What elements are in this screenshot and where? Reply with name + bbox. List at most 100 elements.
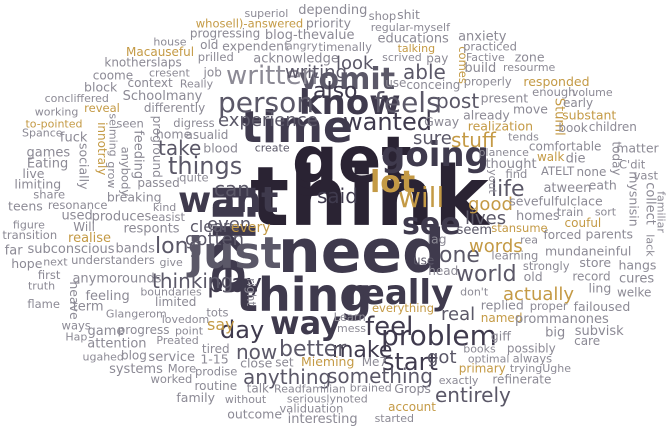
cloud-word-make: make	[332, 338, 392, 363]
cloud-word-educations: educations	[378, 32, 450, 47]
cloud-word-readfamilian: Readfamilian	[274, 382, 346, 395]
cloud-word-point: point	[175, 324, 204, 337]
cloud-word-day: day	[220, 316, 264, 344]
cloud-word-spance: Spance	[22, 127, 63, 140]
cloud-word-lovedom: lovedom	[162, 313, 210, 326]
cloud-word-possibly: possibly	[507, 341, 556, 355]
cloud-word-truth: truth	[28, 279, 55, 292]
cloud-word-need: need	[278, 217, 445, 287]
cloud-word-seem: seem	[457, 223, 492, 238]
cloud-word-got: got	[427, 347, 457, 368]
cloud-word-working: working	[35, 106, 79, 119]
cloud-word-anxiety: anxiety	[458, 30, 507, 45]
cloud-word-limiting: limiting	[14, 177, 61, 192]
cloud-word-enough: enough	[532, 85, 575, 99]
cloud-word-welke: welke	[617, 285, 651, 299]
cloud-word-volume: volume	[572, 86, 613, 99]
cloud-word-account: account	[388, 400, 436, 414]
cloud-word-use: use	[413, 253, 434, 267]
cloud-word-ways: ways	[62, 318, 91, 332]
cloud-word-find: find	[505, 167, 527, 181]
cloud-word-factive: Factive	[466, 51, 505, 64]
cloud-word-right: right	[244, 278, 258, 306]
cloud-word-started: started	[375, 412, 414, 425]
cloud-word-will: will	[398, 181, 444, 214]
cloud-word-seen: seen	[116, 116, 143, 130]
cloud-word-one: one	[439, 243, 480, 268]
cloud-word-children: children	[589, 120, 637, 134]
cloud-word-family: family	[176, 390, 215, 405]
cloud-word-figure: figure	[13, 219, 45, 232]
cloud-word-set: set	[275, 355, 294, 369]
cloud-word-exactly: exactly	[439, 374, 479, 387]
cloud-word-lot: lot	[370, 165, 415, 200]
cloud-word-don-t: don't	[460, 286, 489, 299]
cloud-word-said: said	[317, 184, 358, 208]
cloud-word-tots: tots	[206, 306, 228, 320]
cloud-word-interesting: interesting	[288, 412, 358, 427]
cloud-word-stansume: stansume	[491, 221, 547, 235]
cloud-word-today: today	[610, 141, 624, 175]
cloud-word-scrived: scrived	[382, 51, 422, 64]
cloud-word-produces: produces	[92, 210, 152, 225]
cloud-word-next: next	[43, 256, 68, 269]
cloud-word-sort: sort	[595, 205, 617, 218]
cloud-word-reveal: reveal	[84, 101, 120, 115]
cloud-word-collect: collect	[643, 182, 658, 225]
cloud-word-problem: problem	[381, 319, 497, 352]
cloud-word-primary: primary	[459, 362, 506, 376]
cloud-word-block: block	[84, 79, 118, 94]
cloud-word-book: book	[558, 121, 587, 135]
cloud-word-house: house	[153, 35, 186, 48]
cloud-word-really: Really	[180, 77, 214, 90]
cloud-word-eating: Eating	[27, 157, 68, 172]
cloud-word-lag: lag	[428, 232, 447, 247]
cloud-word-refinerate: refinerate	[492, 373, 551, 387]
cloud-word-depending: depending	[298, 3, 367, 18]
cloud-word-comfortable: comfortable	[529, 140, 602, 154]
cloud-word-actually: actually	[503, 284, 574, 305]
cloud-word-blog: blog	[121, 349, 147, 363]
cloud-word-can: can	[214, 177, 250, 201]
cloud-word-familiar: familiar	[655, 191, 668, 233]
cloud-word-feeding: feeding	[131, 130, 146, 179]
cloud-word-stuml: Stuml	[552, 98, 567, 136]
cloud-word-tends: tends	[508, 131, 539, 144]
cloud-word-innotraly: innotraly	[95, 122, 109, 175]
cloud-word-breaking: breaking	[107, 190, 162, 205]
cloud-word-1-15: 1-15	[200, 352, 228, 367]
cloud-word-substant: substant	[562, 108, 616, 123]
cloud-word-to-pointed: to-pointed	[25, 117, 82, 130]
cloud-word-macauseful: Macauseful	[126, 45, 194, 59]
cloud-word-use: use	[385, 76, 406, 90]
cloud-word-start: start	[382, 348, 438, 376]
cloud-word-now: now	[236, 340, 277, 364]
cloud-word-will: Will	[73, 220, 95, 234]
cloud-word-everything: everything	[372, 301, 434, 315]
cloud-word-long: long	[155, 234, 202, 259]
cloud-word-ling: ling	[588, 281, 611, 296]
cloud-word-subvisk: subvisk	[575, 324, 624, 339]
cloud-word-cures: cures	[619, 271, 654, 286]
cloud-word-zone: zone	[515, 49, 545, 64]
cloud-word-concliffered: concliffered	[45, 92, 109, 105]
cloud-word-comes: comes	[456, 46, 470, 84]
cloud-word-shit: shit	[397, 7, 420, 22]
cloud-word-also: also	[313, 79, 358, 104]
cloud-word-proground: proground	[150, 116, 164, 178]
cloud-word-vomit: vomit	[299, 62, 395, 97]
cloud-word-outcome: outcome	[227, 406, 282, 421]
cloud-word-quite: quite	[179, 171, 208, 185]
cloud-word-build: build	[464, 61, 496, 76]
cloud-word-validuation: validuation	[279, 401, 343, 415]
cloud-word-easist: easist	[151, 210, 185, 224]
cloud-word-look: look	[336, 53, 374, 74]
cloud-word-thinking: thinking	[152, 269, 233, 293]
cloud-word-boundaries: boundaries	[140, 285, 202, 298]
cloud-word-context: context	[127, 76, 173, 90]
cloud-word-clear: clear	[190, 217, 230, 236]
cloud-word-real: real	[441, 304, 475, 325]
cloud-word-atelt: ATELT	[541, 164, 575, 178]
cloud-word-get: get	[292, 124, 412, 198]
